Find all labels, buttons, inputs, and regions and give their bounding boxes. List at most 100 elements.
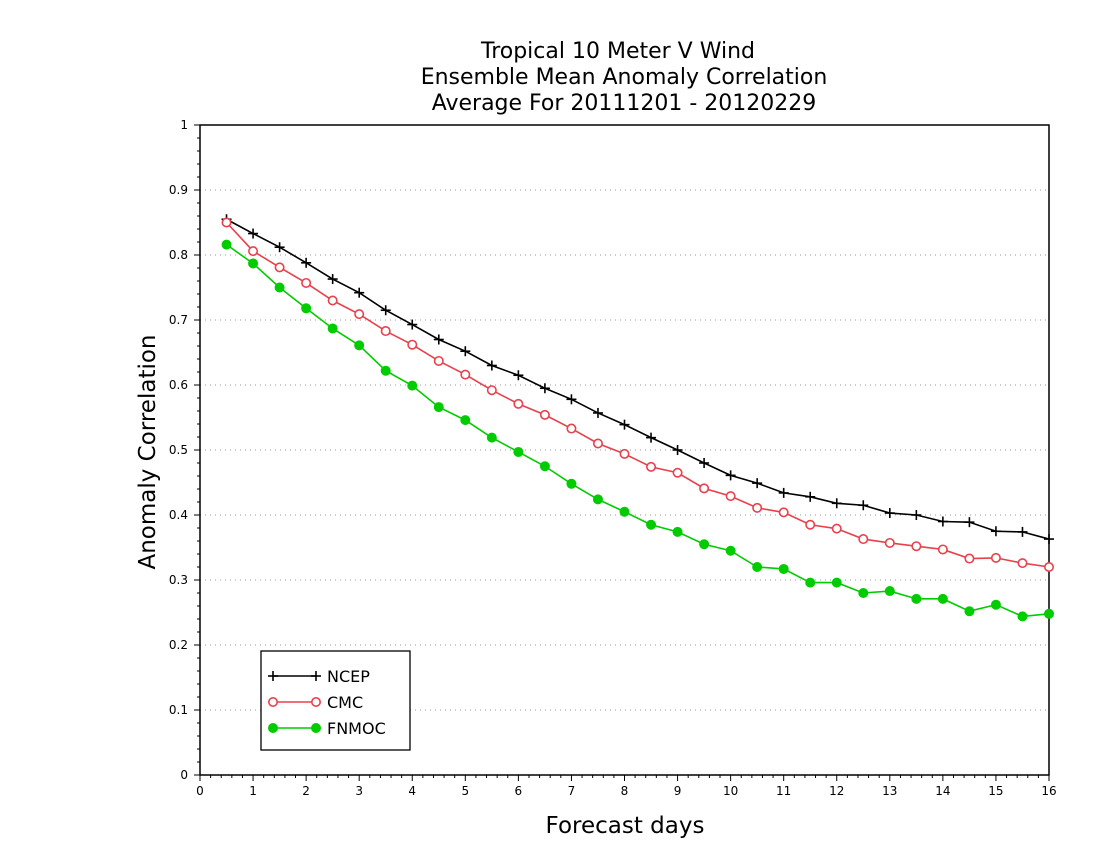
data-point-ncep: [486, 360, 497, 371]
data-point-ncep: [937, 516, 948, 527]
x-tick-label: 9: [674, 784, 682, 798]
legend-marker-ncep: [311, 671, 321, 681]
x-tick-label: 6: [515, 784, 523, 798]
x-tick-label: 4: [408, 784, 416, 798]
y-axis-ticks: 0 0.1 0.2 0.3 0.4 0.5 0.6 0.7 0.8 0.9 1: [169, 118, 200, 782]
x-tick-label: 13: [882, 784, 897, 798]
data-point-fnmoc: [274, 282, 285, 293]
x-tick-label: 10: [723, 784, 738, 798]
y-tick-label: 1: [180, 118, 188, 132]
y-tick-label: 0.6: [169, 378, 188, 392]
x-tick-label: 5: [461, 784, 469, 798]
legend-item-fnmoc: FNMOC: [268, 719, 386, 738]
data-point-ncep: [884, 508, 895, 519]
data-point-cmc: [513, 398, 524, 409]
data-point-fnmoc: [778, 563, 789, 574]
data-point-fnmoc: [831, 577, 842, 588]
legend: NCEP CMC FNMOC: [260, 650, 411, 751]
x-tick-label: 1: [249, 784, 257, 798]
data-point-ncep: [699, 458, 710, 468]
data-point-ncep: [911, 510, 922, 520]
y-tick-label: 0.3: [169, 573, 188, 587]
data-point-cmc: [937, 544, 948, 555]
data-point-cmc: [646, 461, 657, 472]
data-point-cmc: [274, 262, 285, 273]
data-point-ncep: [778, 487, 789, 498]
chart-title: Tropical 10 Meter V Wind Ensemble Mean A…: [421, 39, 828, 116]
data-point-cmc: [699, 483, 710, 494]
data-point-fnmoc: [301, 303, 312, 314]
data-point-fnmoc: [592, 494, 603, 505]
data-point-ncep: [407, 319, 418, 330]
data-point-ncep: [752, 478, 763, 489]
data-point-ncep: [619, 419, 630, 430]
chart-title-line-2: Ensemble Mean Anomaly Correlation: [421, 65, 828, 90]
x-tick-label: 7: [568, 784, 576, 798]
y-tick-label: 0.1: [169, 703, 188, 717]
data-point-cmc: [831, 523, 842, 534]
data-point-ncep: [433, 334, 444, 345]
series-fnmoc: [221, 239, 1054, 622]
legend-label-ncep: NCEP: [327, 667, 370, 686]
data-point-ncep: [858, 500, 869, 511]
data-point-fnmoc: [354, 340, 365, 351]
data-point-ncep: [513, 370, 524, 381]
series-layer: [221, 214, 1055, 622]
data-point-ncep: [805, 491, 816, 502]
legend-marker-fnmoc: [311, 723, 321, 733]
data-point-fnmoc: [699, 539, 710, 550]
data-point-fnmoc: [752, 562, 763, 572]
data-point-cmc: [1044, 561, 1055, 572]
legend-label-cmc: CMC: [327, 693, 363, 712]
legend-marker-cmc: [310, 696, 321, 707]
data-point-fnmoc: [911, 593, 922, 604]
data-point-ncep: [460, 346, 471, 357]
data-point-ncep: [831, 498, 842, 509]
data-point-ncep: [380, 305, 391, 316]
data-point-cmc: [858, 534, 869, 545]
data-point-ncep: [301, 257, 312, 268]
data-point-cmc: [248, 246, 259, 257]
data-point-cmc: [990, 552, 1001, 563]
data-point-fnmoc: [725, 545, 736, 556]
y-tick-label: 0.5: [169, 443, 188, 457]
data-point-fnmoc: [513, 446, 524, 457]
data-point-fnmoc: [486, 432, 497, 443]
data-point-fnmoc: [433, 402, 444, 413]
x-axis-label: Forecast days: [546, 813, 705, 839]
data-point-cmc: [433, 355, 444, 366]
data-point-cmc: [752, 502, 763, 513]
data-point-fnmoc: [380, 365, 391, 376]
legend-item-ncep: NCEP: [268, 667, 370, 686]
x-tick-label: 8: [621, 784, 629, 798]
data-point-fnmoc: [858, 588, 869, 598]
data-point-cmc: [301, 277, 312, 288]
data-point-cmc: [486, 385, 497, 396]
data-point-cmc: [964, 553, 975, 564]
y-tick-label: 0.4: [169, 508, 188, 522]
data-point-ncep: [1017, 526, 1028, 537]
data-point-fnmoc: [539, 461, 550, 472]
x-tick-label: 14: [935, 784, 950, 798]
chart-title-line-3: Average For 20111201 - 20120229: [432, 91, 817, 116]
data-point-cmc: [380, 326, 391, 337]
data-point-cmc: [407, 339, 418, 350]
data-point-cmc: [327, 295, 338, 306]
data-point-ncep: [646, 432, 657, 443]
legend-item-cmc: CMC: [267, 693, 363, 712]
data-point-fnmoc: [619, 506, 630, 517]
x-tick-label: 11: [776, 784, 791, 798]
data-point-fnmoc: [407, 380, 418, 391]
data-point-ncep: [1044, 534, 1054, 545]
data-point-ncep: [592, 407, 603, 418]
x-tick-label: 2: [302, 784, 310, 798]
data-point-cmc: [539, 409, 550, 420]
legend-marker-cmc: [267, 696, 278, 707]
data-point-fnmoc: [672, 526, 683, 537]
data-point-fnmoc: [990, 599, 1001, 610]
data-point-cmc: [460, 369, 471, 380]
data-point-fnmoc: [460, 415, 471, 426]
y-tick-label: 0.2: [169, 638, 188, 652]
y-tick-label: 0.9: [169, 183, 188, 197]
